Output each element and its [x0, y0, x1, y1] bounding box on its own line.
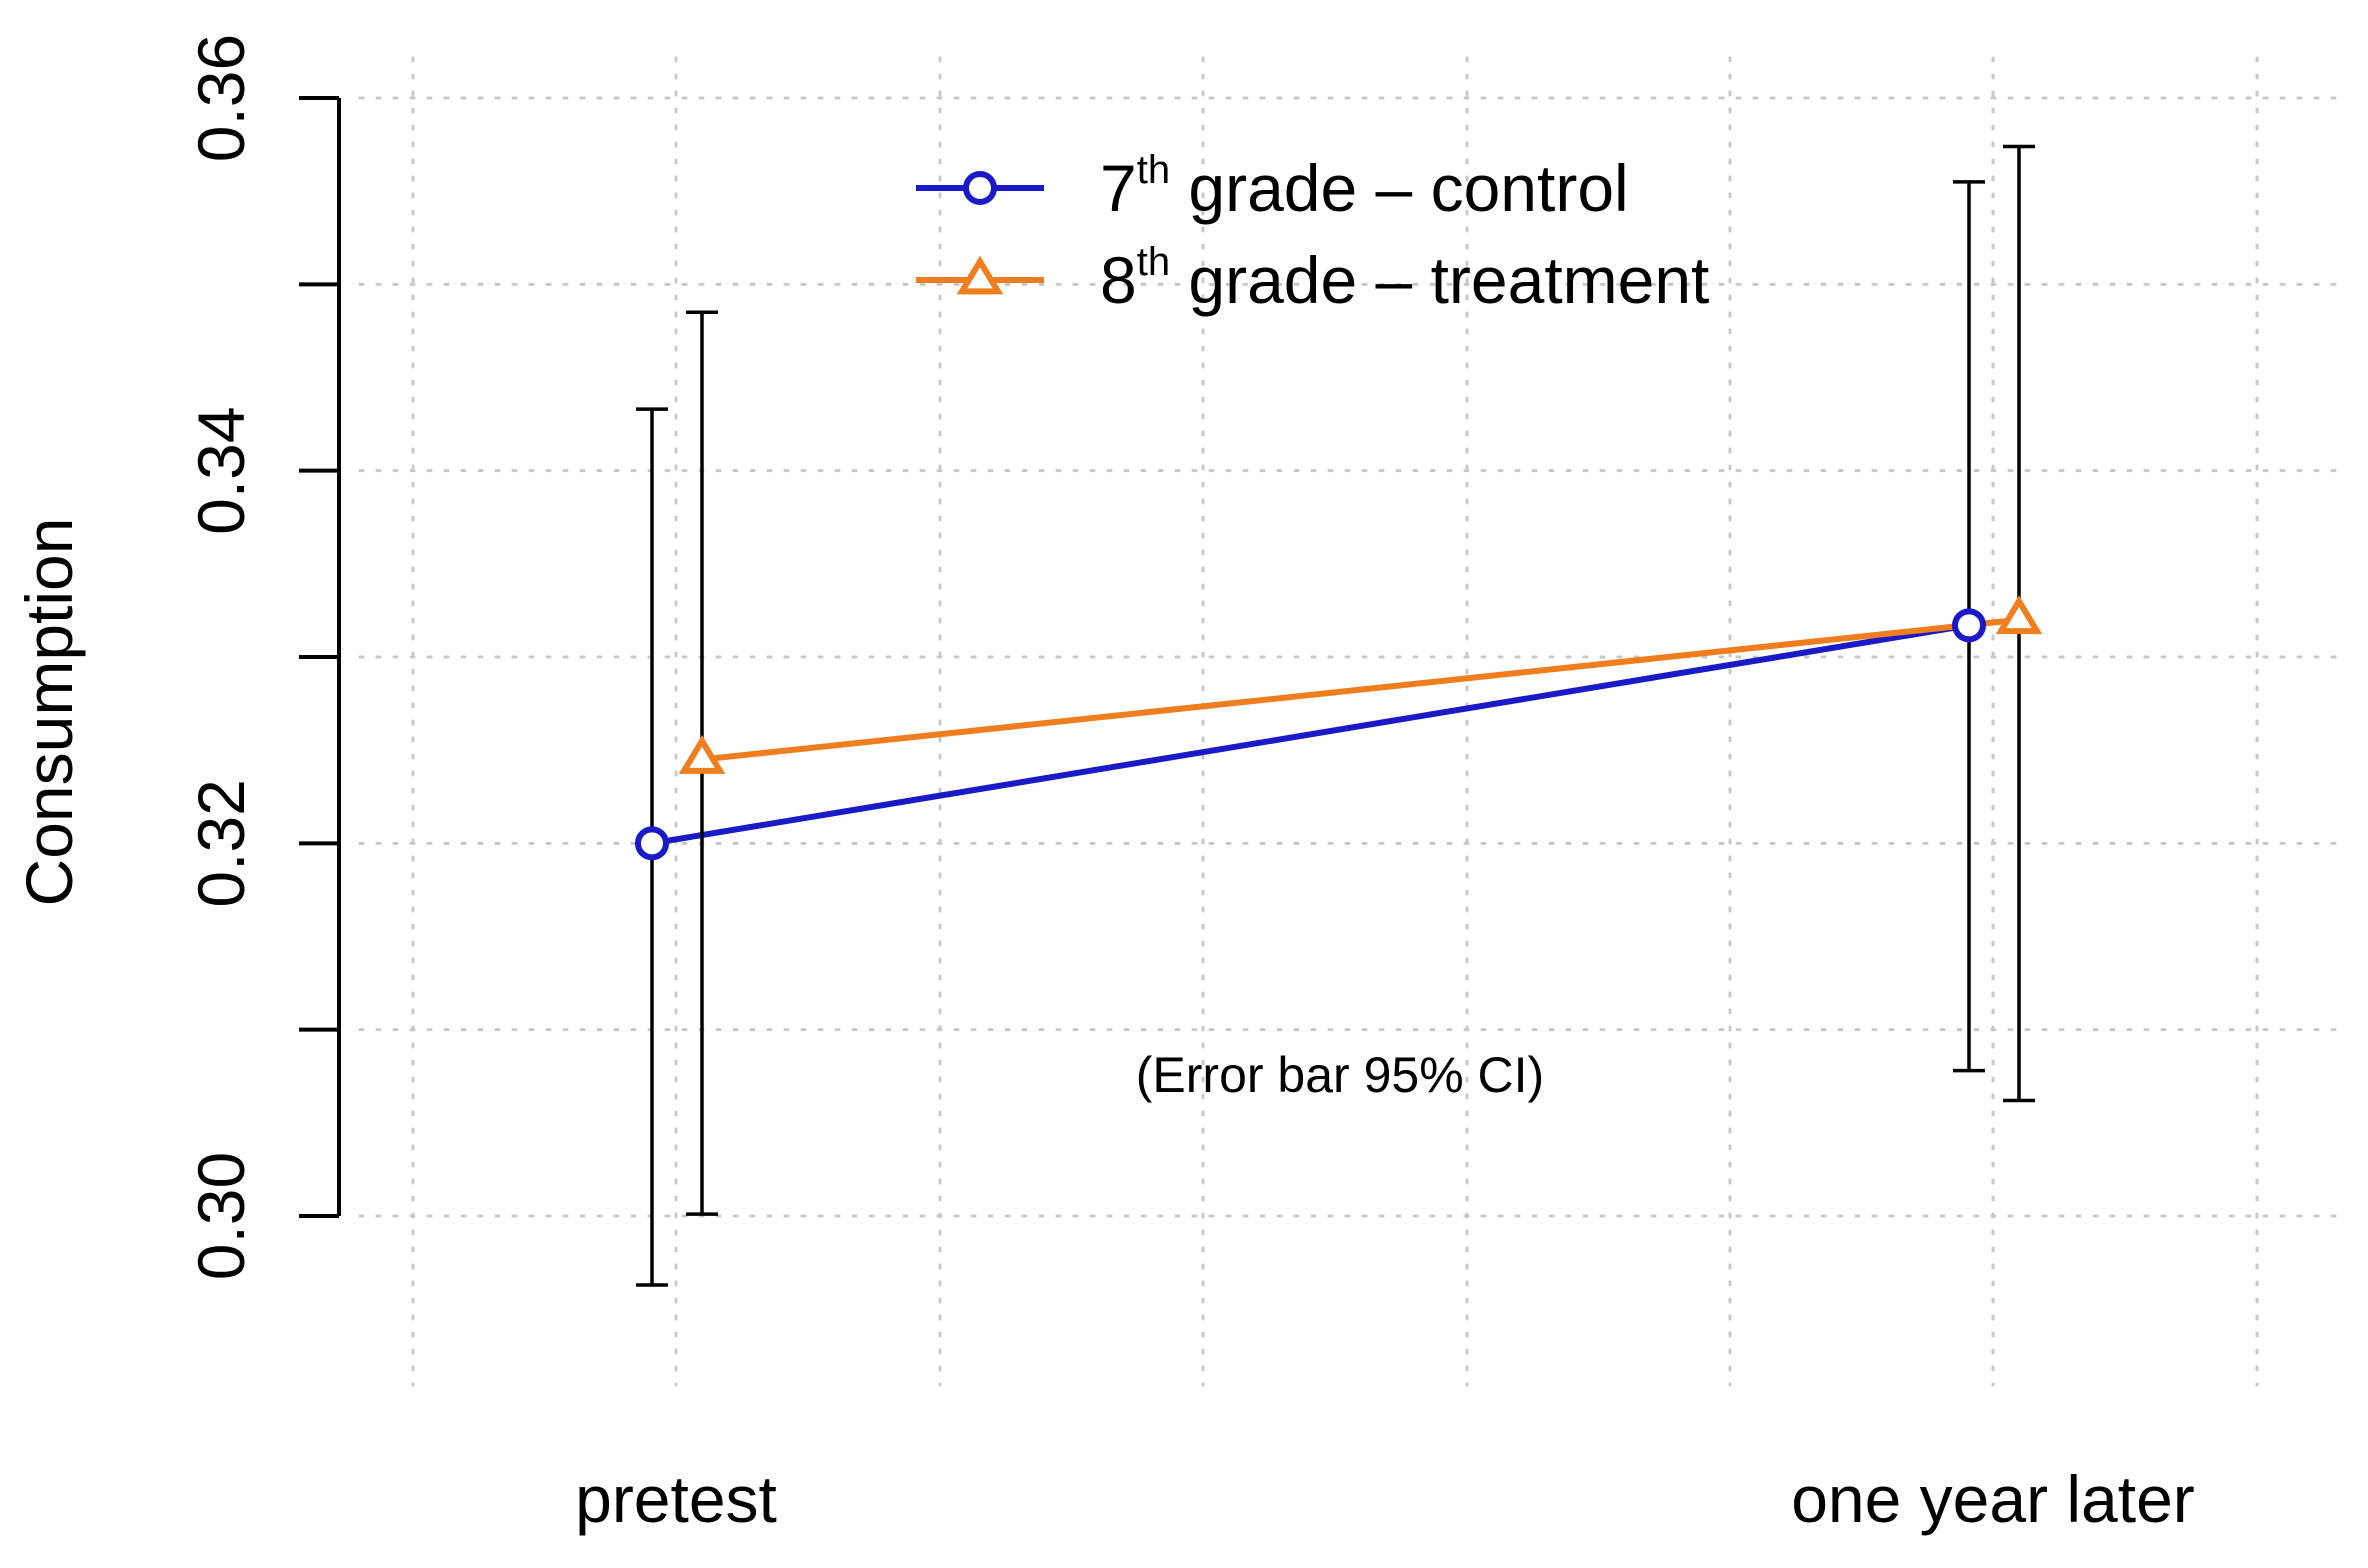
- x-category-labels: pretest one year later: [575, 1462, 2195, 1536]
- legend-marker-circle: [963, 171, 997, 205]
- grid-lines: [358, 56, 2342, 1387]
- y-tick-label: 0.34: [184, 406, 258, 534]
- y-axis-title: Consumption: [12, 518, 86, 907]
- series-markers: [635, 595, 2043, 861]
- x-category-label: pretest: [575, 1462, 777, 1536]
- y-axis: 0.30 0.32 0.34 0.36: [184, 34, 341, 1280]
- data-point-triangle: [678, 735, 726, 774]
- error-bar-annotation: (Error bar 95% CI): [1136, 1047, 1544, 1103]
- data-point-circle: [1952, 608, 1986, 643]
- error-bars: [636, 144, 2035, 1287]
- legend-label: 8th grade – treatment: [1100, 240, 1709, 317]
- data-point-circle: [635, 826, 669, 861]
- data-point-triangle: [1995, 595, 2043, 635]
- series-lines: [651, 616, 2020, 847]
- legend-label: 7th grade – control: [1100, 148, 1629, 225]
- legend: 7th grade – control 8th grade – treatment: [916, 148, 1709, 317]
- y-tick-label: 0.30: [184, 1152, 258, 1280]
- y-tick-label: 0.32: [184, 779, 258, 907]
- x-category-label: one year later: [1791, 1462, 2195, 1536]
- series-line: [701, 616, 2020, 763]
- series-line: [651, 622, 1970, 847]
- y-tick-label: 0.36: [184, 34, 258, 162]
- legend-marker-triangle: [956, 255, 1004, 295]
